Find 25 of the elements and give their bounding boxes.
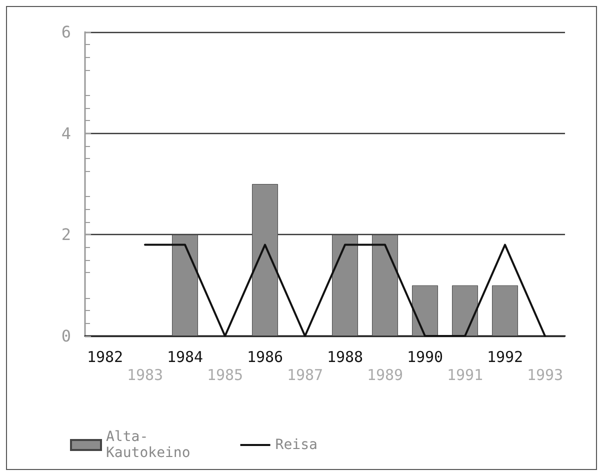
bar <box>252 184 278 336</box>
x-tick-label: 1983 <box>126 366 164 384</box>
bar <box>332 234 358 336</box>
x-tick-label: 1987 <box>286 366 324 384</box>
x-tick-label: 1989 <box>366 366 404 384</box>
x-tick-label: 1988 <box>326 348 364 366</box>
bar <box>452 285 478 336</box>
legend-label: Alta-Kautokeino <box>106 429 190 461</box>
y-tick-label: 0 <box>61 326 71 346</box>
y-tick-label: 4 <box>61 124 71 143</box>
bar <box>492 285 518 336</box>
y-tick-label: 6 <box>61 22 71 42</box>
x-tick-label: 1990 <box>406 348 444 366</box>
y-tick-label: 2 <box>61 225 71 244</box>
x-tick-label: 1982 <box>86 348 124 366</box>
x-tick-label: 1986 <box>246 348 284 366</box>
legend-label: Reisa <box>275 437 318 453</box>
x-tick-label: 1993 <box>526 366 564 384</box>
x-tick-label: 1991 <box>446 366 484 384</box>
bar <box>372 234 398 336</box>
x-tick-label: 1992 <box>486 348 524 366</box>
bar <box>172 234 198 336</box>
bar <box>412 285 438 336</box>
x-tick-label: 1985 <box>206 366 244 384</box>
x-tick-label: 1984 <box>166 348 204 366</box>
